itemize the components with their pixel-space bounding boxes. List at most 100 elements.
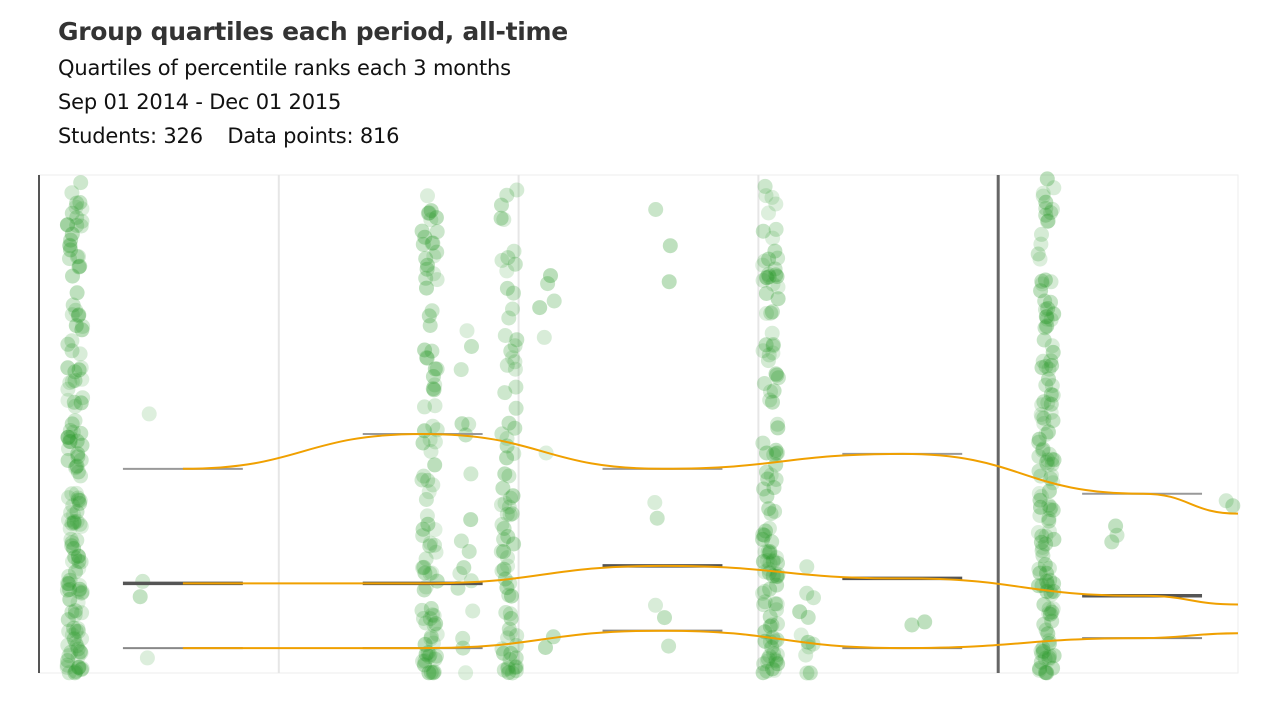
data-point xyxy=(73,360,89,376)
data-point xyxy=(1044,378,1060,394)
data-point xyxy=(64,538,80,554)
data-point xyxy=(421,308,437,324)
data-point xyxy=(759,305,774,321)
data-point xyxy=(647,495,663,510)
data-point xyxy=(67,607,83,623)
data-point xyxy=(62,423,78,438)
data-point xyxy=(509,628,525,644)
data-point xyxy=(1046,180,1062,196)
data-point xyxy=(768,366,784,382)
data-point xyxy=(416,657,432,673)
data-point xyxy=(1038,622,1054,638)
data-point xyxy=(545,629,561,645)
data-point xyxy=(765,554,781,570)
data-point xyxy=(453,362,469,378)
data-point xyxy=(768,196,784,212)
data-point xyxy=(64,486,80,502)
data-point xyxy=(425,381,441,397)
data-point xyxy=(1036,597,1052,612)
data-point xyxy=(73,518,89,534)
data-point xyxy=(494,563,510,579)
data-point xyxy=(61,648,77,664)
data-point xyxy=(1046,576,1062,592)
data-point xyxy=(463,573,479,589)
data-point xyxy=(1034,646,1050,662)
stats-line: Students: 326 Data points: 816 xyxy=(58,124,400,148)
data-point xyxy=(1038,454,1054,470)
data-point xyxy=(69,249,85,265)
data-point xyxy=(415,435,431,451)
data-point xyxy=(770,656,786,672)
data-point xyxy=(769,577,785,593)
data-point xyxy=(766,383,782,399)
data-point xyxy=(424,607,440,623)
data-point xyxy=(761,251,777,267)
data-point xyxy=(502,606,518,622)
data-point xyxy=(1037,272,1053,288)
data-point xyxy=(60,381,76,397)
data-point xyxy=(504,665,520,681)
data-point xyxy=(762,392,778,408)
students-value: 326 xyxy=(163,124,203,148)
data-point xyxy=(1044,604,1060,620)
data-point xyxy=(770,250,786,266)
data-point xyxy=(798,647,814,663)
data-point xyxy=(68,302,84,318)
data-point xyxy=(423,444,439,459)
data-point xyxy=(421,649,437,665)
data-point xyxy=(65,268,80,284)
data-point xyxy=(769,632,785,648)
data-point xyxy=(761,269,777,285)
data-point xyxy=(508,650,524,666)
data-point xyxy=(546,293,562,309)
data-point xyxy=(757,178,773,194)
data-point xyxy=(505,488,521,504)
data-point xyxy=(417,399,432,415)
data-point xyxy=(67,603,83,619)
data-point xyxy=(1038,536,1054,552)
data-point xyxy=(1038,309,1054,325)
data-point xyxy=(760,544,776,560)
data-point xyxy=(1040,424,1056,440)
data-point xyxy=(73,662,89,677)
data-point xyxy=(770,279,786,295)
data-point xyxy=(453,533,469,549)
data-point xyxy=(65,424,81,440)
data-point xyxy=(1033,488,1049,504)
data-point xyxy=(1046,648,1062,664)
data-point xyxy=(424,303,440,319)
data-point xyxy=(74,605,90,621)
data-point xyxy=(759,464,774,480)
data-point xyxy=(73,645,89,661)
data-point xyxy=(1038,358,1054,374)
data-point xyxy=(1033,643,1049,659)
data-point xyxy=(755,223,771,239)
data-point xyxy=(62,251,77,267)
data-point xyxy=(500,550,515,566)
data-point xyxy=(452,566,468,581)
data-point xyxy=(61,490,76,506)
data-point xyxy=(456,560,472,576)
data-point xyxy=(65,297,81,313)
data-point xyxy=(764,189,780,205)
data-point xyxy=(74,371,90,387)
data-point xyxy=(1046,531,1062,547)
data-point xyxy=(767,596,783,612)
students-label: Students: xyxy=(58,124,157,148)
data-point xyxy=(501,310,517,326)
data-point xyxy=(764,325,780,341)
data-point xyxy=(61,512,76,528)
data-point xyxy=(423,203,439,219)
data-point xyxy=(762,556,778,572)
data-point xyxy=(68,664,84,679)
data-point xyxy=(1042,572,1058,588)
data-point xyxy=(1039,573,1055,589)
data-point xyxy=(1038,302,1053,317)
data-point xyxy=(755,343,771,359)
data-point xyxy=(418,251,434,266)
data-point xyxy=(1039,319,1054,334)
data-point xyxy=(769,367,785,383)
data-point xyxy=(1033,236,1049,252)
data-point xyxy=(427,361,443,377)
data-point xyxy=(1041,652,1057,668)
